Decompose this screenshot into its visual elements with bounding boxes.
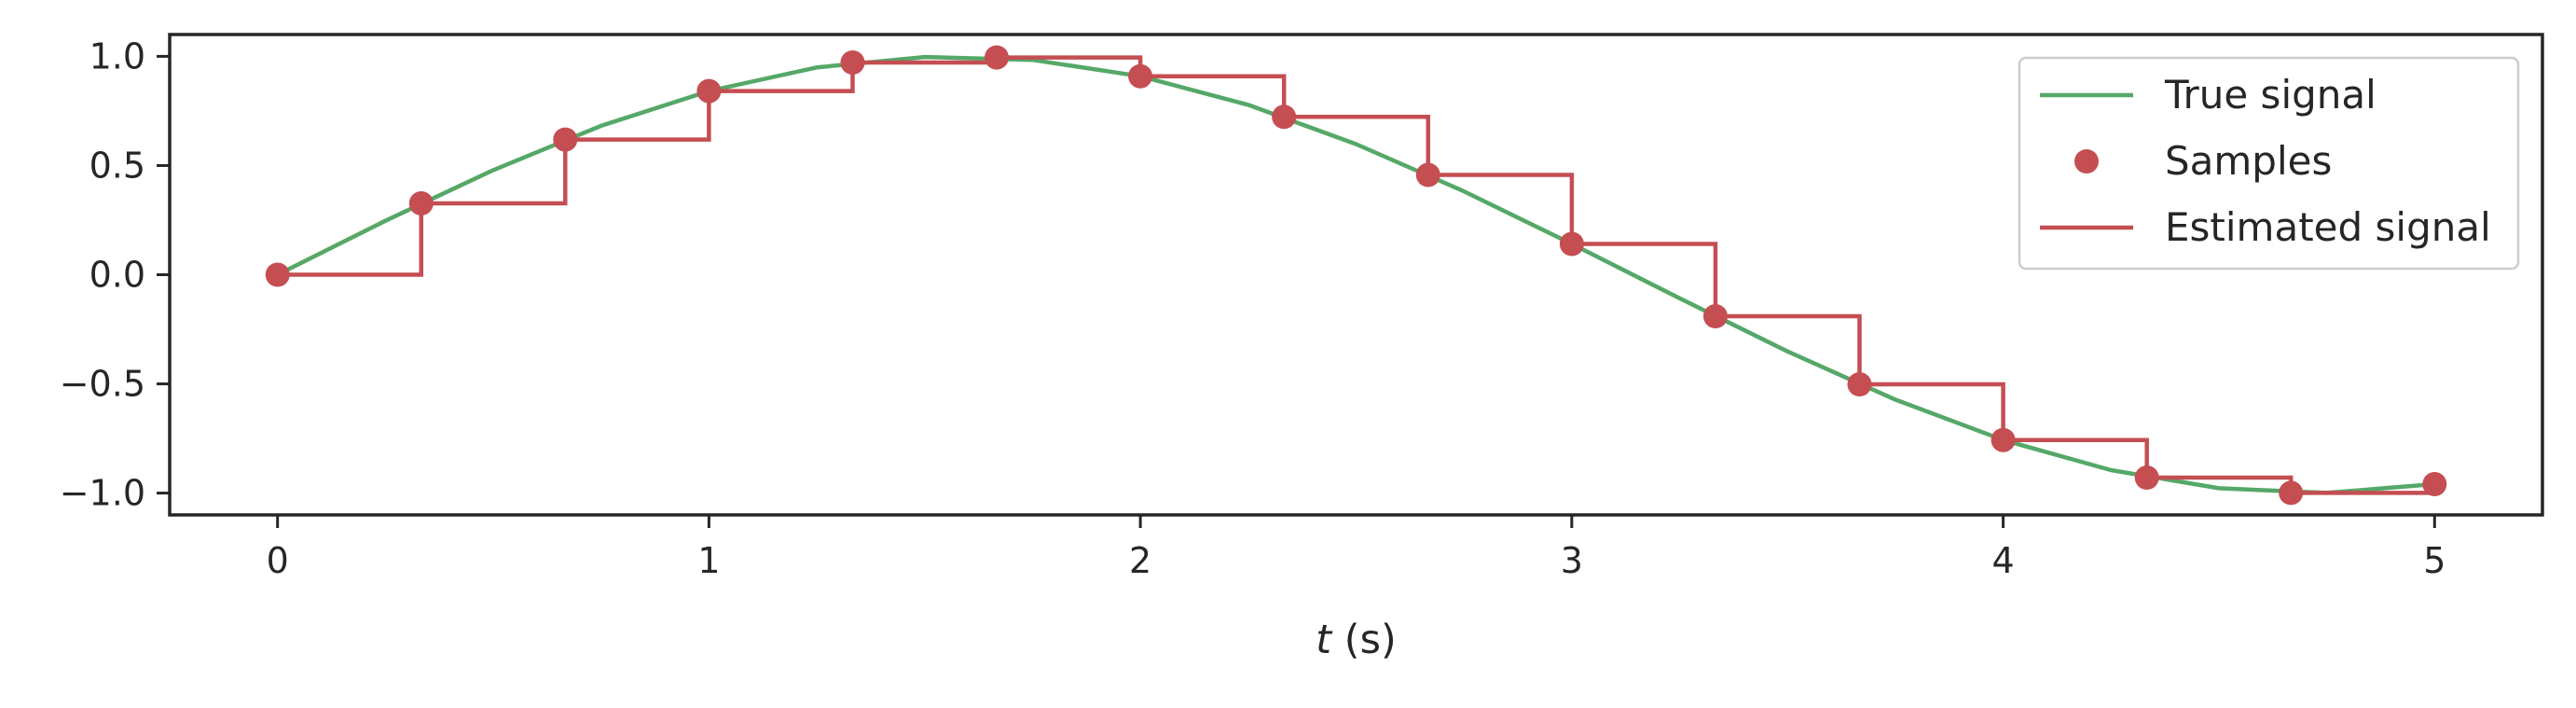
sample-point — [1991, 427, 2016, 452]
y-tick-label: 0.5 — [90, 145, 145, 186]
x-axis-label: t (s) — [1316, 617, 1397, 663]
x-tick-label: 2 — [1129, 540, 1151, 581]
sample-point — [2134, 465, 2159, 490]
sample-point — [2279, 480, 2304, 506]
x-tick-label: 3 — [1561, 540, 1583, 581]
y-tick-label: −1.0 — [60, 473, 145, 514]
legend-marker-samples — [2074, 149, 2099, 174]
sample-point — [2422, 472, 2447, 496]
legend-label: Estimated signal — [2165, 204, 2491, 250]
sample-point — [408, 191, 434, 215]
sample-point — [1272, 104, 1297, 130]
legend-label: Samples — [2165, 138, 2332, 184]
series-estimated-signal-line — [277, 55, 2437, 495]
x-axis: 0 1 2 3 4 5 — [267, 515, 2445, 581]
x-tick-label: 0 — [267, 540, 289, 581]
x-axis-label-unit: (s) — [1331, 617, 1397, 663]
legend-box — [2018, 56, 2520, 271]
sample-point — [1559, 231, 1584, 257]
sample-point — [1847, 372, 1872, 396]
x-axis-label-variable: t — [1316, 617, 1333, 663]
y-tick-label: −0.5 — [60, 364, 145, 405]
sample-point — [553, 127, 578, 152]
series-true-signal-line — [276, 54, 2435, 495]
y-tick-label: 0.0 — [90, 255, 145, 296]
x-tick-label: 4 — [1991, 540, 2014, 581]
sample-point — [265, 262, 290, 287]
y-tick-label: 1.0 — [90, 35, 145, 76]
x-tick-label: 1 — [697, 540, 720, 581]
plot-area — [265, 45, 2447, 506]
legend-label: True signal — [2164, 72, 2376, 118]
sample-point — [696, 78, 722, 104]
sample-point — [840, 50, 865, 75]
y-axis: 1.0 0.5 0.0 −0.5 −1.0 — [60, 35, 170, 514]
sample-point — [1415, 162, 1440, 187]
sample-point — [985, 45, 1009, 70]
sample-point — [1128, 63, 1153, 89]
x-tick-label: 5 — [2423, 540, 2445, 581]
sample-point — [1703, 304, 1728, 328]
legend: True signal Samples Estimated signal — [2018, 56, 2520, 271]
